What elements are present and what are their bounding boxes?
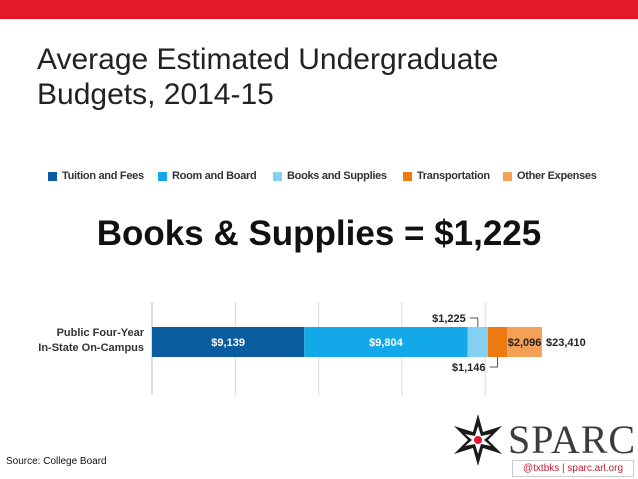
legend-label-books-supplies: Books and Supplies bbox=[287, 170, 387, 182]
legend-item-tuition: Tuition and Fees bbox=[48, 170, 144, 182]
leader-transportation bbox=[489, 357, 499, 368]
category-label-line-1: Public Four-Year bbox=[57, 327, 145, 339]
category-label-line-2: In-State On-Campus bbox=[38, 342, 144, 354]
total-label: $23,410 bbox=[546, 337, 586, 349]
sparc-logo: SPARC @txtbks | sparc.arl.org bbox=[450, 412, 636, 478]
stacked-bar-chart: Public Four-Year In-State On-Campus $9,139… bbox=[38, 302, 586, 395]
sparc-tagline: @txtbks | sparc.arl.org bbox=[512, 460, 634, 477]
bar-segment-5 bbox=[507, 327, 542, 357]
bar-segment-4 bbox=[487, 327, 508, 357]
slide-title: Average Estimated Undergraduate Budgets,… bbox=[37, 43, 499, 111]
bar-segment-3 bbox=[467, 327, 488, 357]
source-note: Source: College Board bbox=[6, 456, 107, 467]
legend-swatch-other-expenses bbox=[503, 171, 512, 181]
data-label-room-board: $9,804 bbox=[369, 337, 404, 349]
legend-item-other-expenses: Other Expenses bbox=[503, 170, 597, 182]
legend-label-tuition: Tuition and Fees bbox=[62, 170, 144, 182]
data-label-other-expenses: $2,096 bbox=[508, 337, 542, 349]
data-label-tuition: $9,139 bbox=[211, 337, 245, 349]
legend-swatch-room-board bbox=[158, 171, 167, 181]
legend-item-books-supplies: Books and Supplies bbox=[273, 170, 387, 182]
legend-label-other-expenses: Other Expenses bbox=[517, 170, 597, 182]
books-supplies-callout: Books & Supplies = $1,225 bbox=[96, 214, 542, 253]
data-label-transportation: $1,146 bbox=[452, 362, 486, 374]
bar-segment-1 bbox=[152, 327, 305, 357]
sparc-wordmark: SPARC bbox=[508, 417, 637, 462]
legend-swatch-tuition bbox=[48, 171, 57, 181]
leader-books bbox=[469, 317, 479, 327]
data-label-books-supplies: $1,225 bbox=[432, 313, 466, 325]
top-accent-bar bbox=[0, 0, 638, 19]
legend-label-transportation: Transportation bbox=[417, 170, 490, 182]
legend-swatch-books-supplies bbox=[273, 171, 282, 181]
legend-label-room-board: Room and Board bbox=[172, 170, 257, 182]
legend-item-transportation: Transportation bbox=[403, 170, 490, 182]
legend-swatch-transportation bbox=[403, 171, 412, 181]
bar-segment-2 bbox=[304, 327, 468, 357]
sparc-star-icon bbox=[454, 414, 502, 466]
legend-item-room-board: Room and Board bbox=[158, 170, 257, 182]
